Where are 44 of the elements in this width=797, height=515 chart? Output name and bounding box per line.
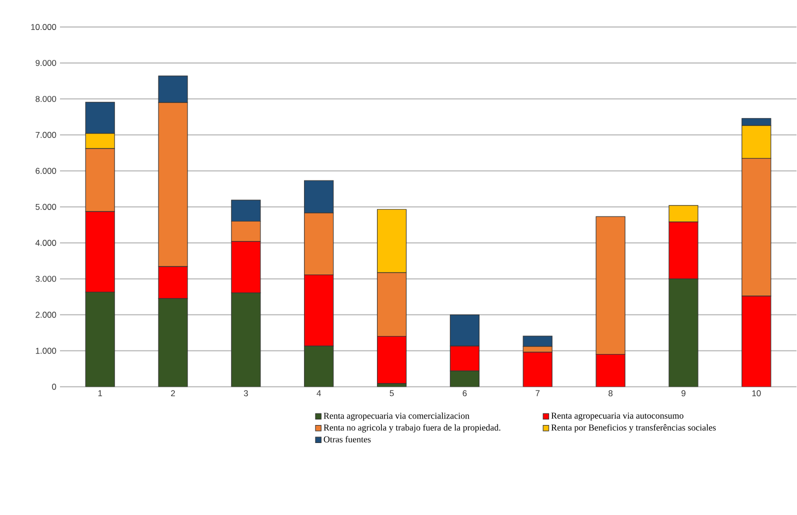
x-tick-label: 1 (98, 390, 102, 396)
x-tick-label: 7 (536, 390, 540, 396)
y-tick-label: 2.000 (36, 312, 56, 318)
x-tick-label: 5 (390, 390, 394, 396)
x-tick-label: 3 (244, 390, 248, 396)
bar (450, 370, 480, 387)
bar (596, 354, 626, 387)
x-tick-label: 6 (462, 390, 467, 396)
x-tick-label: 10 (752, 390, 761, 396)
legend-label: Renta no agricola y trabajo fuera de la propiedad. (324, 424, 500, 433)
x-tick-label: 8 (608, 390, 613, 396)
bar (450, 346, 480, 372)
bar (158, 298, 188, 387)
x-tick-label: 2 (171, 390, 175, 396)
bar (304, 346, 334, 387)
y-tick-label: 6.000 (36, 168, 56, 174)
x-tick-label: 4 (316, 390, 321, 396)
y-tick-label: 0 (52, 384, 56, 390)
legend-label: Otras fuentes (324, 436, 371, 443)
legend-label: Renta agropecuaria via comercializacion (324, 412, 470, 421)
bar (304, 274, 334, 347)
legend-label: Renta por Beneficios y transferências sociales (551, 424, 716, 433)
bar (231, 292, 261, 387)
y-tick-label: 5.000 (36, 204, 56, 210)
bar (158, 266, 188, 300)
y-tick-label: 7.000 (36, 132, 56, 138)
y-tick-label: 8.000 (36, 96, 56, 102)
bar (668, 278, 698, 387)
bar (231, 241, 261, 294)
x-tick-label: 9 (682, 390, 686, 396)
bar (522, 352, 552, 387)
y-tick-label: 10.000 (31, 24, 56, 30)
bar (450, 314, 480, 347)
legend-label: Renta agropecuaria via autoconsumo (551, 412, 684, 421)
y-tick-label: 3.000 (36, 276, 56, 282)
y-tick-label: 9.000 (36, 60, 56, 66)
bar (596, 216, 626, 355)
y-tick-label: 4.000 (35, 240, 56, 246)
bar (742, 296, 772, 387)
bar (376, 336, 407, 384)
bar (85, 292, 115, 387)
y-tick-label: 1.000 (36, 348, 56, 354)
bar (85, 211, 115, 293)
bar (668, 222, 698, 280)
